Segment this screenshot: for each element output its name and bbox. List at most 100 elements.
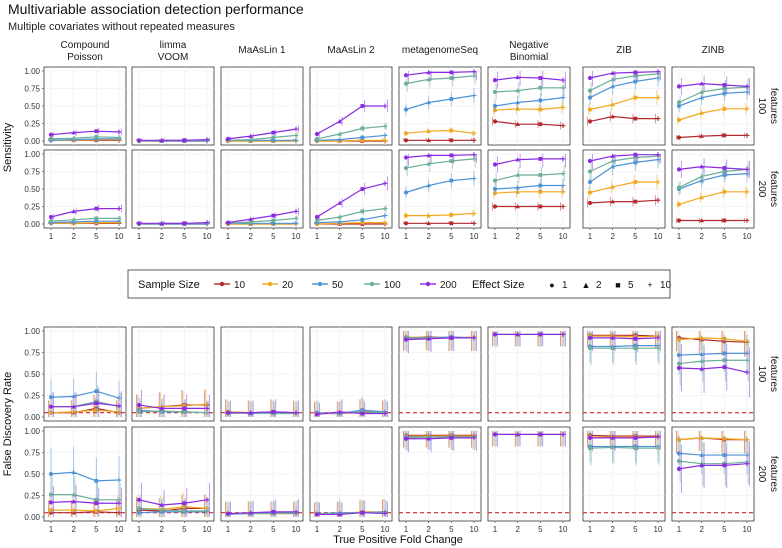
data-point [449,335,454,340]
data-point [204,137,210,142]
series-line [138,499,208,506]
series-line [590,345,658,348]
legend-swatch-point [317,281,323,287]
x-tick-label: 2 [515,525,520,534]
data-point [71,404,76,409]
series-line [494,106,564,111]
panel: 1 2 5 10 [309,149,393,241]
data-point [722,166,727,170]
data-point [633,70,638,75]
data-point [403,107,409,112]
data-point [560,183,566,188]
data-point [116,216,122,221]
x-tick-label: 2 [248,232,253,241]
data-point [676,167,682,172]
legend-swatch-point [425,281,431,287]
data-point [676,135,682,140]
data-point [337,131,342,136]
series-line [589,199,659,204]
data-point [71,130,76,135]
data-point [136,402,142,408]
series-line [494,158,563,166]
data-point [71,209,76,214]
x-tick-label: 1 [49,525,54,534]
series-line [50,208,119,218]
data-point [587,179,593,185]
series-line [138,404,207,409]
x-tick-label: 5 [633,232,638,241]
data-point [610,114,615,119]
data-point [94,509,99,513]
data-point [94,216,99,221]
data-point [159,406,164,411]
facet-header-3: MaAsLin 2 [327,45,375,56]
series-line [317,139,385,142]
y-tick-label: 0.00 [24,220,40,229]
panel [487,326,571,422]
data-point [204,406,210,411]
data-point [492,178,498,183]
legend-title-effect-size: Effect Size [472,279,524,291]
legend-label-effect: 2 [596,280,602,291]
series-line [589,71,659,79]
data-point [360,411,365,416]
series-line [678,191,747,205]
data-point [655,116,661,121]
data-point [676,84,682,89]
data-point [449,178,454,183]
data-point [587,346,593,351]
series-line [227,128,297,140]
data-point [116,206,122,211]
data-point [515,332,520,337]
panel [220,326,304,422]
x-tick-label: 1 [137,232,142,241]
data-point [225,511,231,516]
panel: 1 2 5 10 [398,426,482,534]
series-line [405,158,475,169]
data-point [676,100,682,105]
data-point [538,432,543,437]
series-line [405,75,475,85]
data-point [94,129,99,134]
data-point [48,471,54,477]
data-point [744,461,750,467]
data-point [633,160,638,165]
data-point [492,103,498,109]
series-line [678,165,748,170]
data-point [248,133,253,138]
series-line [589,154,658,162]
facet-header-label: limma [160,40,187,51]
data-point [538,76,543,80]
data-point [403,213,409,218]
series-line [50,409,120,414]
series-line [678,437,748,441]
data-point [271,409,276,414]
data-point [182,501,187,506]
series-line [227,210,297,224]
data-point [492,78,498,83]
data-point [655,197,661,203]
x-tick-label: 10 [115,232,124,241]
panel: 1 2 5 10 [487,149,571,241]
panel [671,66,755,146]
x-tick-label: 2 [337,525,342,534]
facet-header-2: MaAsLin 1 [238,45,286,56]
data-point [471,93,477,98]
series-line [589,155,659,173]
series-line [678,359,747,365]
data-point [492,89,498,95]
x-tick-label: 2 [610,525,615,534]
data-point [48,136,54,141]
data-point [337,409,342,414]
data-point [676,218,682,223]
series-line [316,105,385,135]
series-line [50,136,120,140]
data-point [360,187,365,191]
series-line [405,129,475,134]
data-point [449,76,454,80]
facet-header-label: Negative [509,40,549,51]
series-line [405,436,474,439]
